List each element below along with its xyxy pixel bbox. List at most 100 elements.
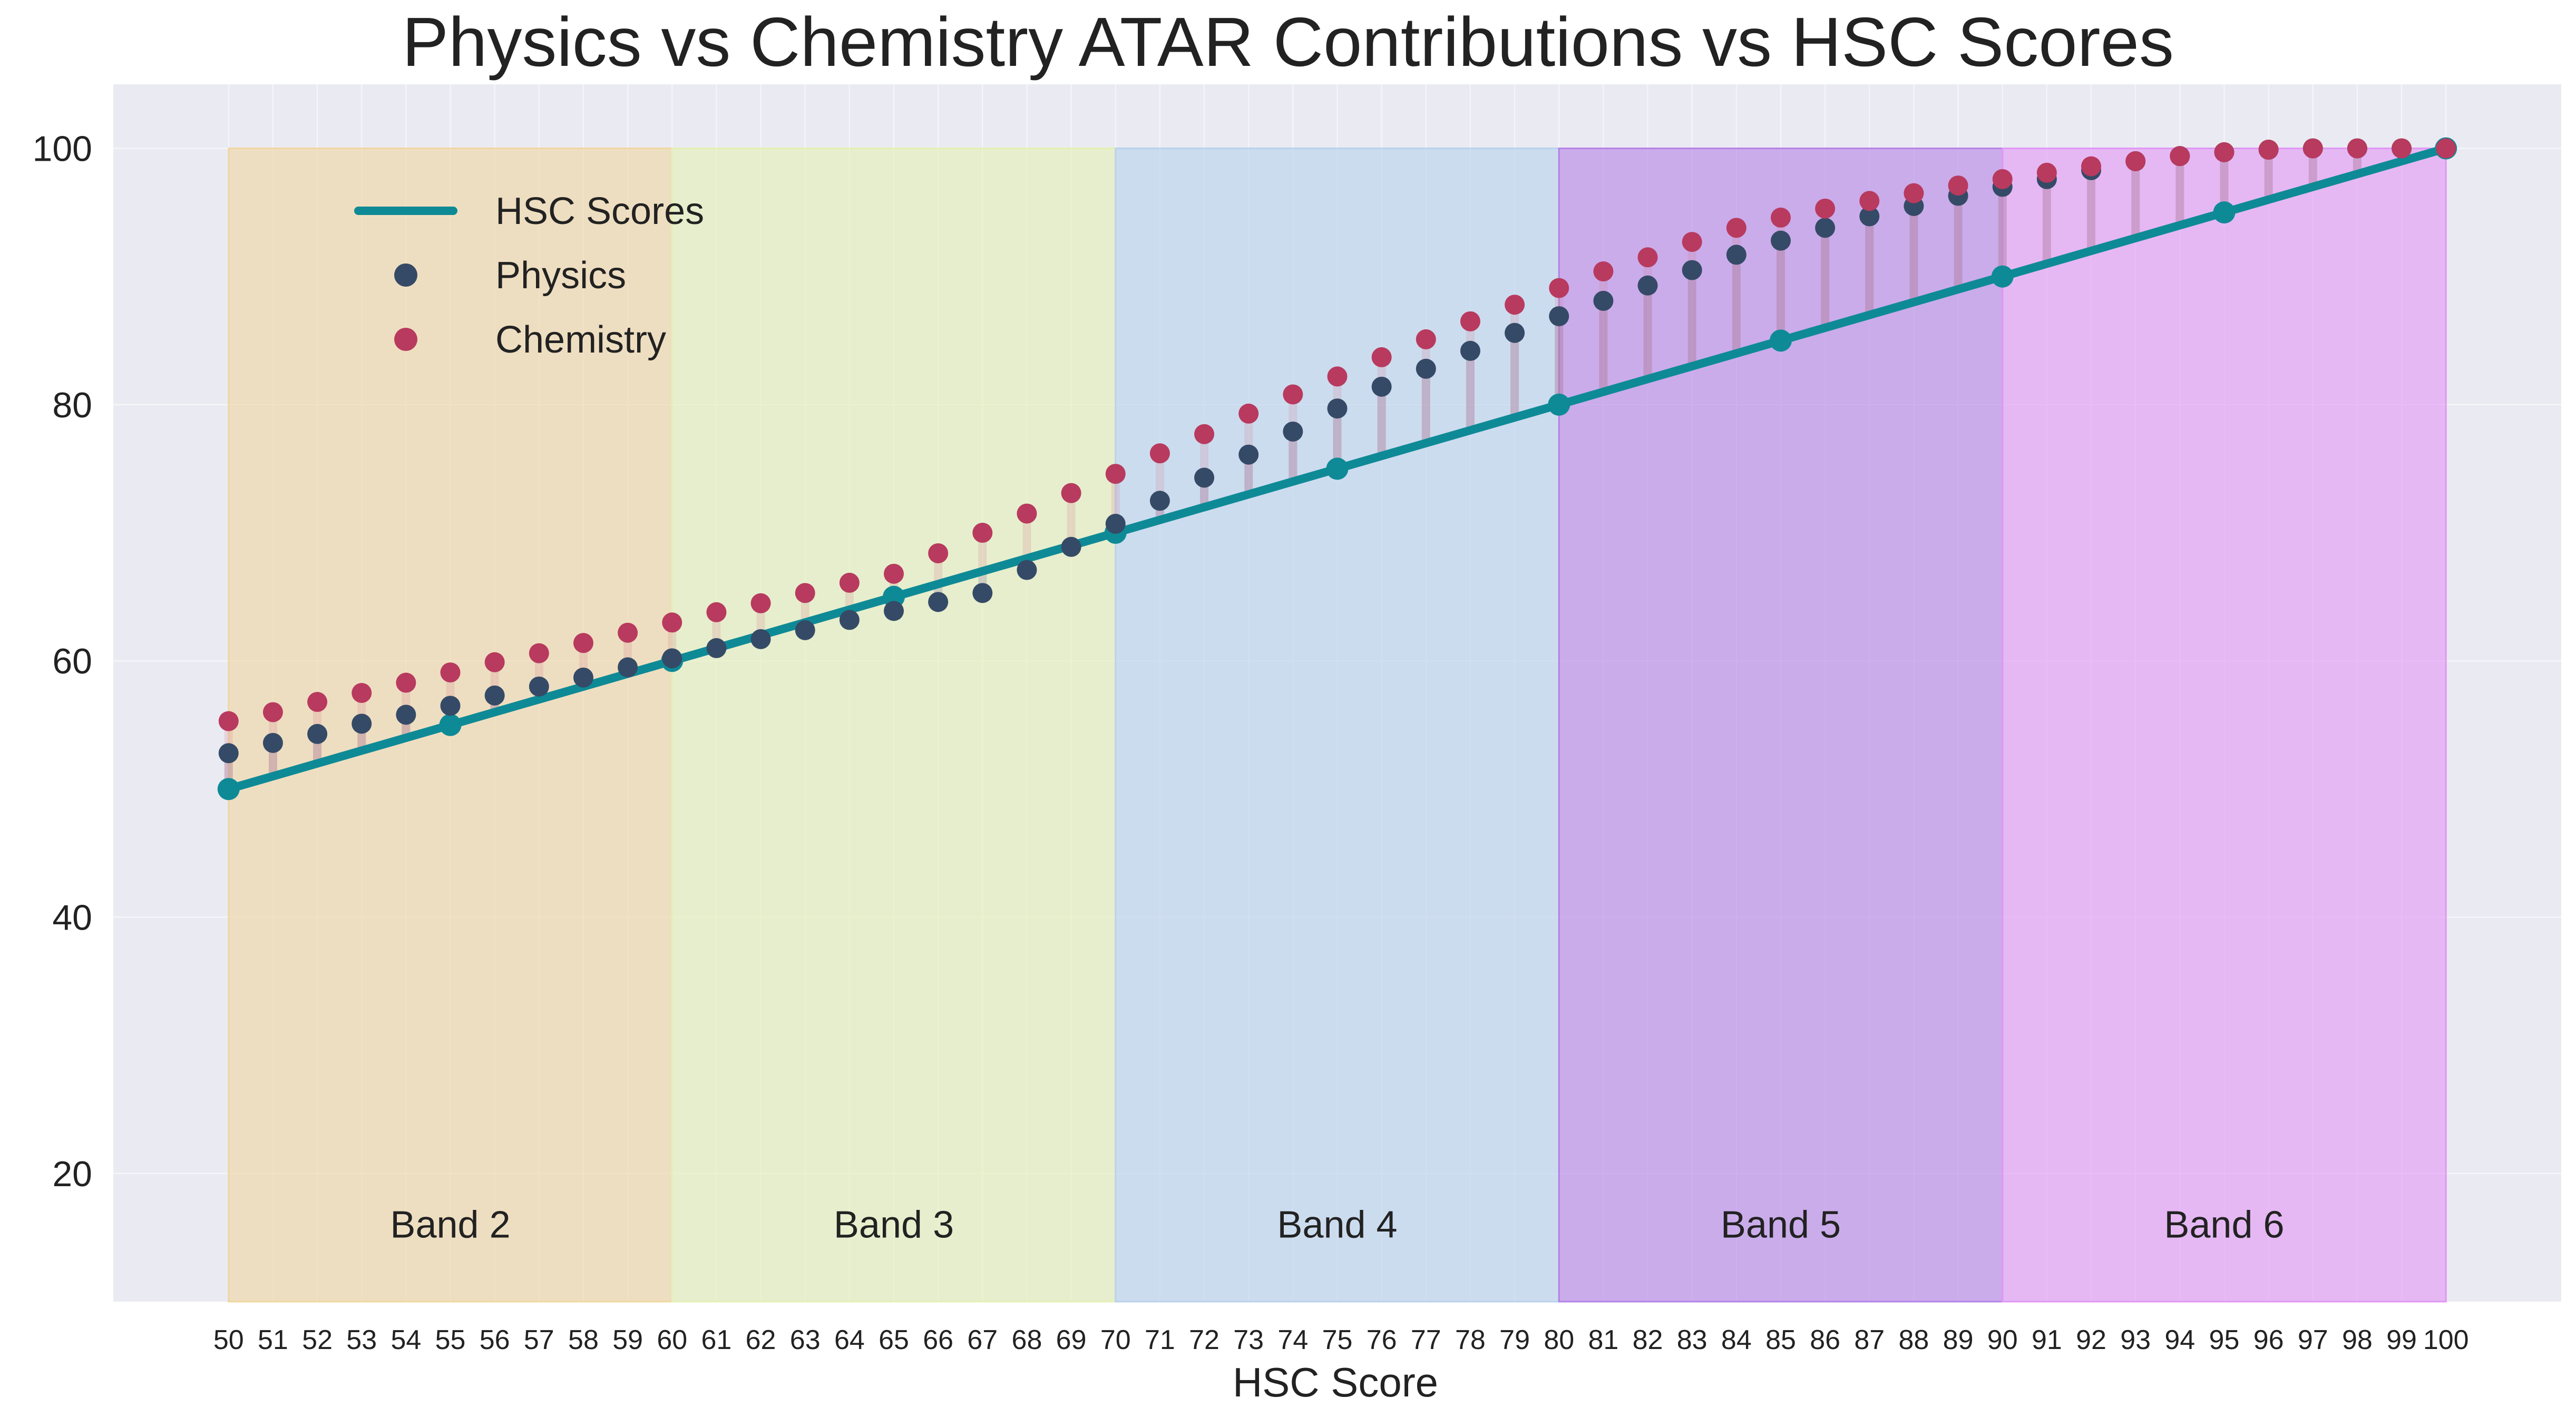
chemistry-point — [2302, 138, 2323, 159]
x-tick-label: 61 — [701, 1325, 731, 1355]
x-tick-label: 65 — [879, 1325, 909, 1355]
x-tick-label: 70 — [1100, 1325, 1131, 1355]
chemistry-point — [795, 583, 815, 603]
x-tick-label: 71 — [1145, 1325, 1175, 1355]
chemistry-point — [1149, 443, 1170, 464]
x-tick-label: 78 — [1455, 1325, 1486, 1355]
chemistry-point — [1105, 464, 1126, 484]
y-tick-label: 100 — [33, 129, 92, 169]
chemistry-point — [307, 692, 328, 712]
x-tick-label: 68 — [1012, 1325, 1042, 1355]
physics-point — [1770, 230, 1791, 251]
chemistry-point — [1859, 191, 1880, 211]
x-tick-label: 91 — [2032, 1325, 2062, 1355]
chemistry-point — [972, 523, 993, 543]
x-tick-label: 90 — [1987, 1325, 2018, 1355]
x-tick-label: 67 — [967, 1325, 998, 1355]
physics-point — [1682, 260, 1702, 280]
physics-point — [440, 696, 461, 716]
x-tick-label: 93 — [2120, 1325, 2151, 1355]
physics-point — [529, 676, 549, 697]
physics-point — [1283, 421, 1303, 442]
legend-swatch-marker — [394, 328, 417, 351]
y-tick-label: 80 — [52, 385, 92, 425]
x-tick-label: 75 — [1322, 1325, 1353, 1355]
physics-point — [750, 629, 771, 649]
x-tick-label: 72 — [1189, 1325, 1219, 1355]
chemistry-point — [2392, 138, 2412, 159]
x-tick-label: 55 — [435, 1325, 466, 1355]
chemistry-point — [1593, 261, 1614, 282]
x-tick-label: 83 — [1677, 1325, 1707, 1355]
chemistry-point — [1194, 424, 1215, 444]
chemistry-point — [2081, 156, 2102, 177]
band-region — [671, 148, 1117, 1303]
physics-point — [839, 610, 860, 630]
legend-label: Chemistry — [495, 319, 666, 361]
physics-point — [1549, 306, 1569, 327]
x-tick-label: 62 — [746, 1325, 776, 1355]
x-tick-label: 94 — [2164, 1325, 2195, 1355]
x-tick-label: 77 — [1411, 1325, 1441, 1355]
chemistry-point — [2214, 142, 2235, 162]
x-tick-label: 82 — [1633, 1325, 1663, 1355]
physics-point — [1505, 323, 1525, 343]
x-tick-label: 81 — [1588, 1325, 1618, 1355]
band-label: Band 5 — [1721, 1204, 1841, 1246]
physics-point — [1859, 206, 1880, 227]
chemistry-point — [1283, 384, 1303, 405]
x-tick-label: 100 — [2423, 1325, 2469, 1355]
physics-point — [1194, 467, 1215, 488]
hsc-point — [1991, 265, 2014, 288]
chemistry-point — [2036, 162, 2057, 183]
x-axis-label: HSC Score — [1233, 1359, 1438, 1405]
x-tick-label: 50 — [213, 1325, 244, 1355]
x-tick-label: 56 — [480, 1325, 510, 1355]
physics-point — [1105, 514, 1126, 534]
physics-point — [928, 592, 949, 612]
chemistry-point — [2436, 138, 2456, 159]
x-tick-label: 69 — [1056, 1325, 1087, 1355]
x-tick-label: 89 — [1943, 1325, 1974, 1355]
chemistry-point — [662, 612, 682, 633]
chemistry-point — [1682, 232, 1702, 252]
x-tick-label: 52 — [302, 1325, 333, 1355]
hsc-point — [1548, 393, 1570, 416]
band-region — [2002, 148, 2447, 1303]
chemistry-point — [839, 572, 860, 593]
x-tick-label: 60 — [657, 1325, 687, 1355]
chemistry-point — [884, 563, 904, 584]
x-tick-label: 63 — [790, 1325, 821, 1355]
chemistry-point — [1460, 311, 1480, 331]
x-tick-label: 59 — [612, 1325, 643, 1355]
x-tick-label: 96 — [2253, 1325, 2284, 1355]
chemistry-point — [262, 702, 283, 722]
physics-point — [396, 705, 416, 725]
chemistry-point — [750, 593, 771, 613]
hsc-point — [439, 714, 462, 736]
x-tick-label: 87 — [1854, 1325, 1885, 1355]
x-tick-label: 85 — [1765, 1325, 1796, 1355]
chemistry-point — [352, 683, 372, 703]
physics-point — [884, 601, 904, 621]
chemistry-point — [1505, 295, 1525, 315]
chemistry-point — [1815, 198, 1836, 219]
chemistry-point — [1992, 169, 2013, 189]
x-tick-label: 57 — [524, 1325, 554, 1355]
chemistry-point — [484, 652, 505, 672]
physics-point — [1327, 398, 1348, 419]
x-tick-label: 84 — [1721, 1325, 1752, 1355]
hsc-point — [2213, 201, 2236, 224]
x-tick-label: 51 — [258, 1325, 288, 1355]
y-tick-label: 60 — [52, 641, 92, 681]
physics-point — [1061, 536, 1081, 557]
physics-point — [706, 638, 727, 658]
chemistry-point — [1637, 247, 1658, 268]
physics-point — [1416, 358, 1436, 379]
legend: HSC Scores Physics Chemistry — [354, 190, 704, 361]
hsc-point — [217, 778, 240, 800]
chemistry-point — [1017, 503, 1037, 524]
chemistry-point — [1327, 366, 1348, 387]
physics-point — [573, 667, 593, 688]
chemistry-point — [1238, 403, 1259, 424]
